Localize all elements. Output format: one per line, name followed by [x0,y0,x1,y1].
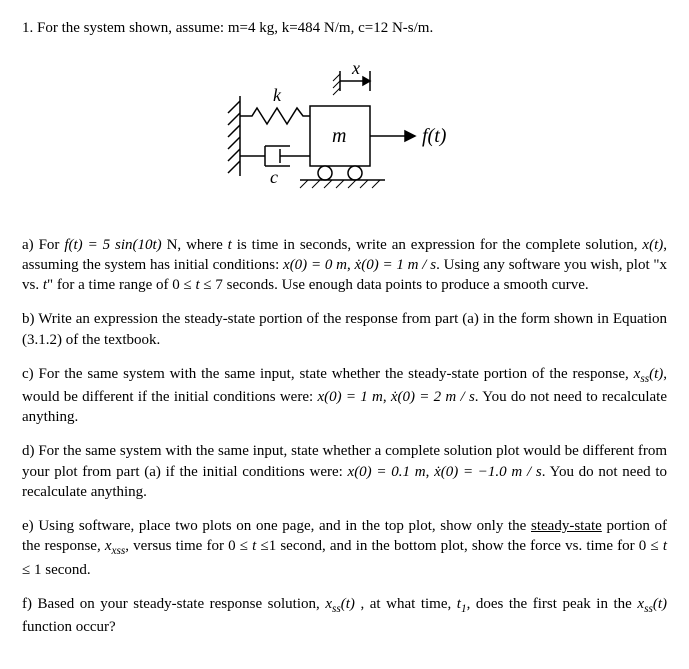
problem-statement: 1. For the system shown, assume: m=4 kg,… [22,18,667,38]
part-b: b) Write an expression the steady-state … [22,309,667,350]
part-c-label: c) [22,366,39,382]
part-a: a) For f(t) = 5 sin(10t) N, where t is t… [22,235,667,296]
force-label: f(t) [422,125,447,147]
problem-intro: For the system shown, assume: m=4 kg, k=… [37,20,433,36]
part-f: f) Based on your steady-state response s… [22,594,667,637]
part-b-label: b) [22,311,38,327]
part-c: c) For the same system with the same inp… [22,364,667,428]
c-label: c [270,167,278,187]
part-a-eq: f(t) = 5 sin(10t) [64,237,161,253]
part-d-label: d) [22,443,38,459]
part-a-label: a) For [22,237,64,253]
x-label: x [351,58,360,78]
part-e-label: e) [22,518,38,534]
part-f-label: f) [22,596,38,612]
m-label: m [332,125,346,147]
problem-number: 1. [22,20,33,36]
k-label: k [273,85,282,105]
system-diagram: k c m [22,56,667,212]
part-e: e) Using software, place two plots on on… [22,516,667,580]
diagram-svg: k c m [200,56,490,206]
part-d: d) For the same system with the same inp… [22,441,667,502]
